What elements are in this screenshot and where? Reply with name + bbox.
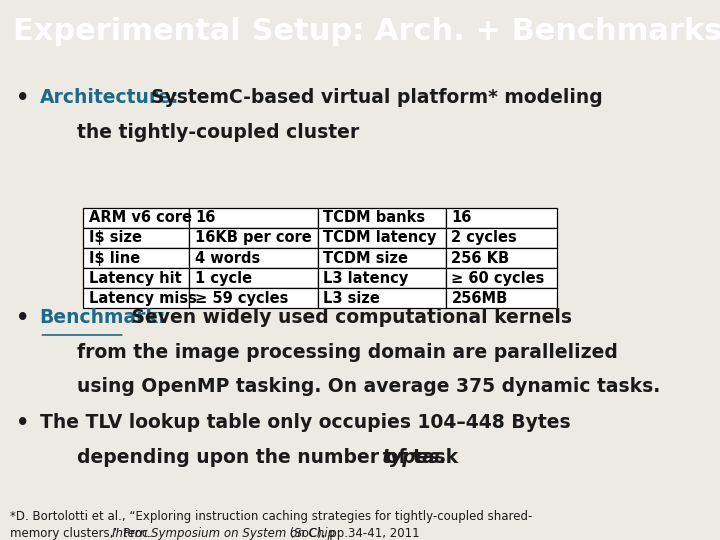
Text: Latency miss: Latency miss <box>89 291 197 306</box>
Text: TCDM latency: TCDM latency <box>323 231 436 246</box>
Text: 1 cycle: 1 cycle <box>195 271 252 286</box>
Text: L3 latency: L3 latency <box>323 271 408 286</box>
Text: •: • <box>16 308 30 328</box>
Bar <box>83 208 189 228</box>
Bar <box>189 268 318 288</box>
Bar <box>83 268 189 288</box>
Text: I$ line: I$ line <box>89 251 140 266</box>
Bar <box>446 228 557 248</box>
Bar <box>83 248 189 268</box>
Bar <box>446 208 557 228</box>
Text: I$ size: I$ size <box>89 231 142 246</box>
Bar <box>318 288 446 308</box>
Text: Seven widely used computational kernels: Seven widely used computational kernels <box>125 308 572 327</box>
Text: ≥ 60 cycles: ≥ 60 cycles <box>451 271 545 286</box>
Bar <box>318 248 446 268</box>
Text: ≥ 59 cycles: ≥ 59 cycles <box>195 291 289 306</box>
Bar <box>189 248 318 268</box>
Bar <box>318 228 446 248</box>
Text: memory clusters,” Proc.: memory clusters,” Proc. <box>10 526 156 539</box>
Bar <box>446 248 557 268</box>
Text: 16: 16 <box>451 211 472 225</box>
Text: Experimental Setup: Arch. + Benchmarks: Experimental Setup: Arch. + Benchmarks <box>13 17 720 45</box>
Text: TCDM size: TCDM size <box>323 251 408 266</box>
Text: The TLV lookup table only occupies 104–448 Bytes: The TLV lookup table only occupies 104–4… <box>40 413 570 433</box>
Text: using OpenMP tasking. On average 375 dynamic tasks.: using OpenMP tasking. On average 375 dyn… <box>77 377 660 396</box>
Text: from the image processing domain are parallelized: from the image processing domain are par… <box>77 342 618 362</box>
Bar <box>189 228 318 248</box>
Bar <box>189 288 318 308</box>
Text: ARM v6 core: ARM v6 core <box>89 211 192 225</box>
Text: L3 size: L3 size <box>323 291 380 306</box>
Text: 256 KB: 256 KB <box>451 251 510 266</box>
Bar <box>83 288 189 308</box>
Text: types.: types. <box>381 448 446 467</box>
Bar <box>318 208 446 228</box>
Text: (SoC), pp.34-41, 2011: (SoC), pp.34-41, 2011 <box>286 526 420 539</box>
Bar <box>446 268 557 288</box>
Text: 256MB: 256MB <box>451 291 508 306</box>
Text: 16KB per core: 16KB per core <box>195 231 312 246</box>
Text: *D. Bortolotti et al., “Exploring instruction caching strategies for tightly-cou: *D. Bortolotti et al., “Exploring instru… <box>10 510 533 523</box>
Text: the tightly-coupled cluster: the tightly-coupled cluster <box>77 123 359 142</box>
Bar <box>189 208 318 228</box>
Bar <box>83 228 189 248</box>
Text: Benchmark:: Benchmark: <box>40 308 166 327</box>
Text: SystemC-based virtual platform* modeling: SystemC-based virtual platform* modeling <box>151 89 603 107</box>
Text: 16: 16 <box>195 211 215 225</box>
Text: 4 words: 4 words <box>195 251 261 266</box>
Bar <box>446 288 557 308</box>
Text: 2 cycles: 2 cycles <box>451 231 517 246</box>
Text: Intern.Symposium on System on Chip: Intern.Symposium on System on Chip <box>112 526 335 539</box>
Bar <box>318 268 446 288</box>
Text: depending upon the number of task: depending upon the number of task <box>77 448 464 467</box>
Text: Latency hit: Latency hit <box>89 271 181 286</box>
Text: TCDM banks: TCDM banks <box>323 211 426 225</box>
Text: Architecture:: Architecture: <box>40 89 179 107</box>
Text: •: • <box>16 413 30 434</box>
Text: •: • <box>16 89 30 109</box>
